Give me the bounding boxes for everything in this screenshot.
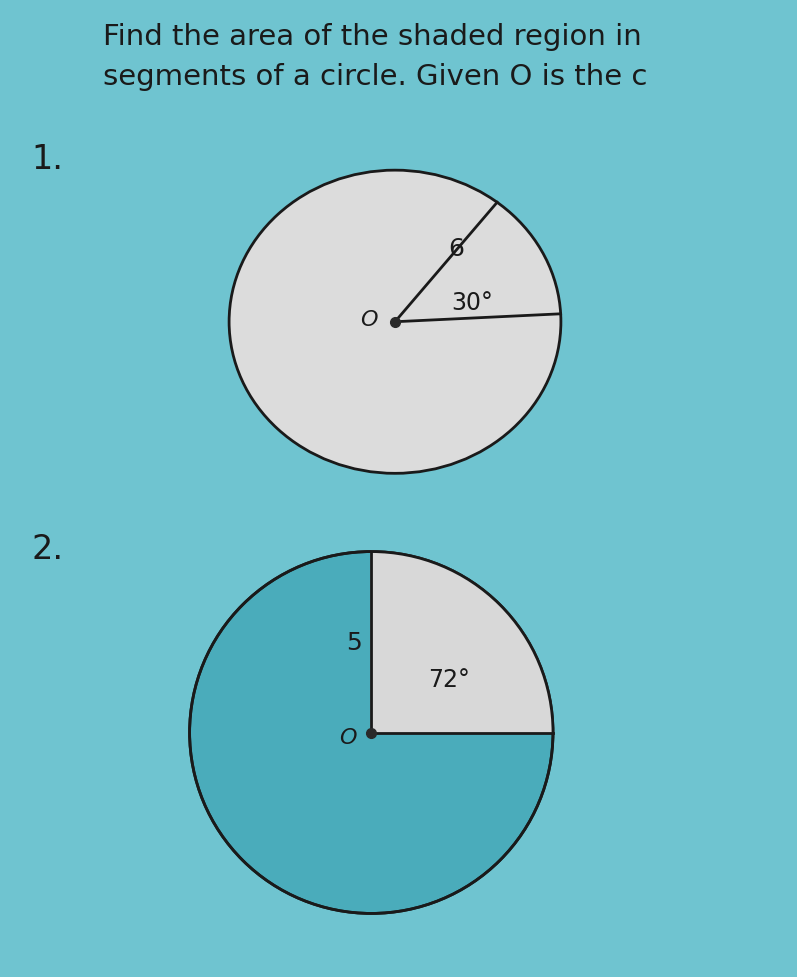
Text: 6: 6 xyxy=(448,236,464,261)
Text: 30°: 30° xyxy=(451,291,493,315)
Text: 5: 5 xyxy=(346,630,361,655)
Text: 2.: 2. xyxy=(32,532,64,566)
Polygon shape xyxy=(371,552,553,733)
Text: 1.: 1. xyxy=(32,143,64,176)
Text: Find the area of the shaded region in: Find the area of the shaded region in xyxy=(103,23,642,51)
Text: segments of a circle. Given O is the c: segments of a circle. Given O is the c xyxy=(103,63,647,91)
Text: 72°: 72° xyxy=(428,667,469,692)
Ellipse shape xyxy=(229,171,561,474)
Text: O: O xyxy=(359,310,377,329)
Text: O: O xyxy=(339,728,356,747)
Ellipse shape xyxy=(190,552,553,913)
